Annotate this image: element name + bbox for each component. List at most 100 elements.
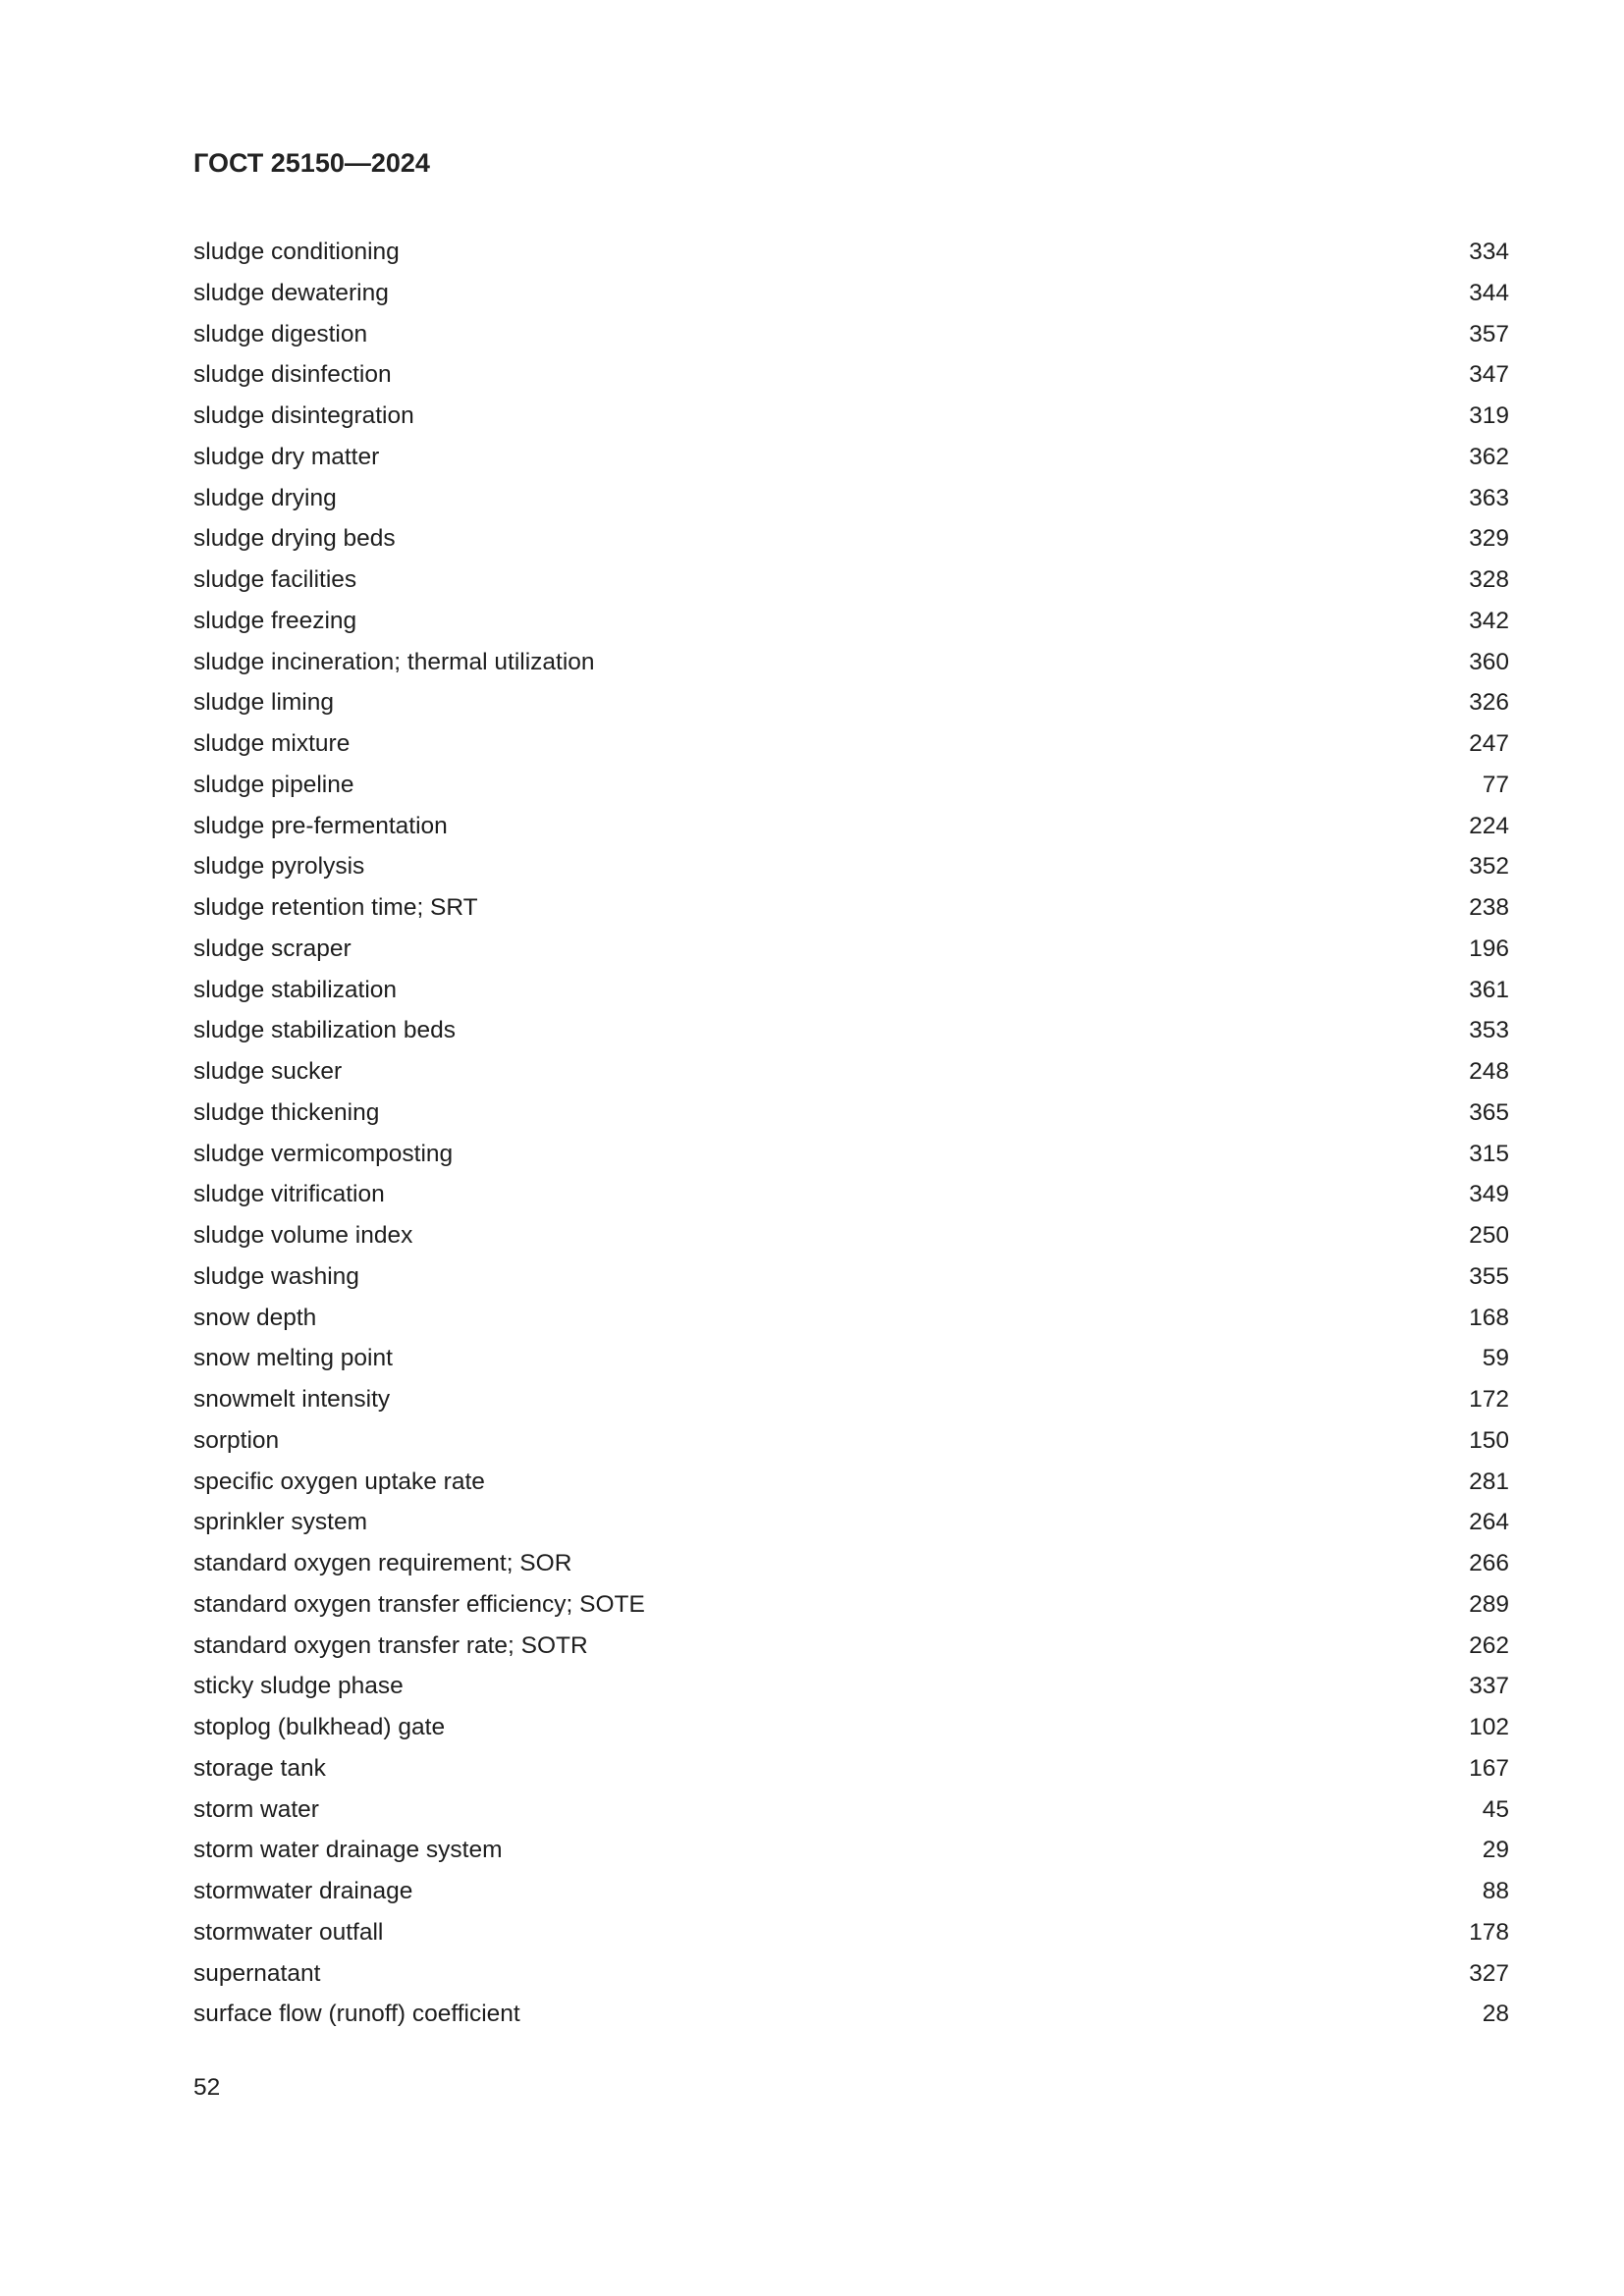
index-entry: sludge vitrification 349 — [193, 1174, 1509, 1215]
index-entry: sludge liming 326 — [193, 682, 1509, 723]
index-page-ref: 361 — [1469, 976, 1509, 1003]
index-entry: sludge dry matter 362 — [193, 437, 1509, 478]
index-term: sludge scraper — [193, 934, 352, 962]
index-page-ref: 328 — [1469, 566, 1509, 593]
index-term: sorption — [193, 1426, 280, 1454]
index-term: sludge pipeline — [193, 771, 354, 798]
index-entry: standard oxygen transfer efficiency; SOT… — [193, 1584, 1509, 1626]
index-page-ref: 266 — [1469, 1550, 1509, 1576]
index-term: sticky sludge phase — [193, 1673, 404, 1700]
index-term: storm water drainage system — [193, 1837, 503, 1864]
index-term: sludge digestion — [193, 320, 368, 347]
index-term: sludge vermicomposting — [193, 1140, 454, 1167]
index-page-ref: 360 — [1469, 648, 1509, 675]
index-entry: storage tank 167 — [193, 1748, 1509, 1789]
index-entry: sludge scraper 196 — [193, 929, 1509, 970]
index-entry: standard oxygen transfer rate; SOTR 262 — [193, 1626, 1509, 1667]
index-term: specific oxygen uptake rate — [193, 1468, 485, 1495]
index-page-ref: 250 — [1469, 1222, 1509, 1249]
index-entry: sorption 150 — [193, 1420, 1509, 1462]
index-term: sludge incineration; thermal utilization — [193, 648, 595, 675]
index-term: sludge pre-fermentation — [193, 812, 448, 839]
index-list: sludge conditioning 334 sludge dewatering 3… — [193, 232, 1509, 2035]
index-term: sludge freezing — [193, 607, 357, 634]
index-entry: sticky sludge phase 337 — [193, 1666, 1509, 1707]
index-term: surface flow (runoff) coefficient — [193, 2001, 520, 2028]
index-term: sludge drying beds — [193, 525, 396, 553]
index-page-ref: 342 — [1469, 607, 1509, 634]
index-page-ref: 248 — [1469, 1058, 1509, 1085]
index-entry: sprinkler system 264 — [193, 1502, 1509, 1543]
index-term: sludge volume index — [193, 1222, 413, 1249]
index-entry: stormwater drainage 88 — [193, 1871, 1509, 1912]
index-page-ref: 355 — [1469, 1262, 1509, 1290]
page-number: 52 — [193, 2074, 221, 2101]
index-term: sludge stabilization — [193, 976, 398, 1003]
index-entry: sludge drying beds 329 — [193, 518, 1509, 560]
index-entry: storm water 45 — [193, 1789, 1509, 1831]
index-term: storm water — [193, 1795, 319, 1823]
index-term: sludge conditioning — [193, 239, 400, 265]
index-entry: sludge disintegration 319 — [193, 396, 1509, 437]
index-page-ref: 102 — [1469, 1714, 1509, 1740]
index-term: standard oxygen requirement; SOR — [193, 1550, 572, 1576]
index-entry: sludge conditioning 334 — [193, 232, 1509, 273]
index-entry: snow depth 168 — [193, 1298, 1509, 1339]
index-page-ref: 289 — [1469, 1590, 1509, 1618]
index-term: sludge stabilization beds — [193, 1017, 456, 1044]
index-page-ref: 172 — [1469, 1386, 1509, 1413]
index-entry: sludge retention time; SRT 238 — [193, 887, 1509, 929]
index-entry: sludge mixture 247 — [193, 723, 1509, 765]
index-entry: stoplog (bulkhead) gate 102 — [193, 1707, 1509, 1748]
index-entry: snowmelt intensity 172 — [193, 1379, 1509, 1420]
index-page-ref: 167 — [1469, 1754, 1509, 1782]
index-entry: sludge drying 363 — [193, 478, 1509, 519]
index-entry: storm water drainage system 29 — [193, 1830, 1509, 1871]
index-term: stormwater outfall — [193, 1918, 384, 1946]
index-term: stoplog (bulkhead) gate — [193, 1714, 446, 1740]
index-page-ref: 168 — [1469, 1304, 1509, 1331]
index-entry: snow melting point 59 — [193, 1338, 1509, 1379]
index-term: snow depth — [193, 1304, 317, 1331]
index-page-ref: 347 — [1469, 361, 1509, 389]
index-page-ref: 362 — [1469, 443, 1509, 470]
index-term: sludge thickening — [193, 1098, 380, 1126]
index-term: sludge washing — [193, 1262, 359, 1290]
index-term: sludge vitrification — [193, 1181, 385, 1208]
index-entry: standard oxygen requirement; SOR 266 — [193, 1543, 1509, 1584]
index-entry: sludge incineration; thermal utilization… — [193, 642, 1509, 683]
index-page-ref: 357 — [1469, 320, 1509, 347]
index-entry: sludge facilities 328 — [193, 560, 1509, 601]
index-term: sprinkler system — [193, 1509, 367, 1536]
index-term: sludge dry matter — [193, 443, 380, 470]
index-page-ref: 327 — [1469, 1959, 1509, 1987]
index-term: stormwater drainage — [193, 1878, 413, 1904]
index-page-ref: 315 — [1469, 1140, 1509, 1167]
index-entry: sludge thickening 365 — [193, 1093, 1509, 1134]
index-page-ref: 224 — [1469, 812, 1509, 839]
index-page-ref: 326 — [1469, 689, 1509, 717]
index-entry: supernatant 327 — [193, 1953, 1509, 1995]
index-entry: sludge vermicomposting 315 — [193, 1134, 1509, 1175]
index-page-ref: 29 — [1482, 1837, 1509, 1864]
index-entry: sludge washing 355 — [193, 1256, 1509, 1298]
index-page-ref: 334 — [1469, 239, 1509, 265]
index-page-ref: 247 — [1469, 730, 1509, 757]
index-page-ref: 178 — [1469, 1918, 1509, 1946]
index-page-ref: 28 — [1482, 2001, 1509, 2028]
index-entry: sludge pre-fermentation 224 — [193, 806, 1509, 847]
index-page-ref: 238 — [1469, 894, 1509, 921]
index-page-ref: 319 — [1469, 402, 1509, 429]
index-term: snowmelt intensity — [193, 1386, 391, 1413]
index-term: sludge dewatering — [193, 279, 389, 306]
document-header: ГОСТ 25150—2024 — [193, 148, 430, 178]
index-entry: surface flow (runoff) coefficient 28 — [193, 1994, 1509, 2035]
index-entry: sludge stabilization beds 353 — [193, 1010, 1509, 1051]
index-page-ref: 262 — [1469, 1631, 1509, 1659]
index-entry: sludge disinfection 347 — [193, 354, 1509, 396]
index-term: snow melting point — [193, 1345, 393, 1372]
index-term: sludge disinfection — [193, 361, 392, 389]
index-term: sludge drying — [193, 484, 337, 511]
index-entry: sludge pyrolysis 352 — [193, 846, 1509, 887]
index-term: standard oxygen transfer rate; SOTR — [193, 1631, 588, 1659]
